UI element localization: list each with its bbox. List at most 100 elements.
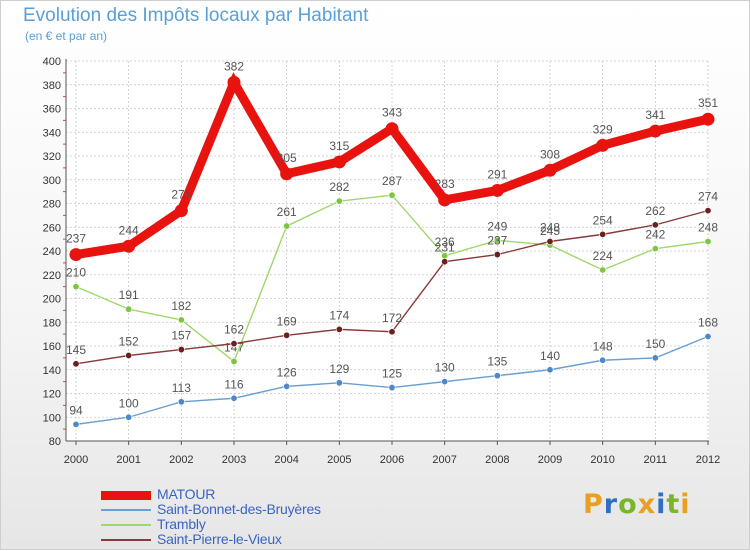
y-tick-label: 380	[43, 80, 61, 92]
data-label: 126	[277, 365, 297, 379]
data-point	[283, 382, 291, 390]
proxiti-logo: Proxiti	[583, 489, 691, 520]
y-tick-label: 160	[43, 341, 61, 353]
data-label: 262	[645, 204, 665, 218]
x-tick-label: 2009	[538, 454, 562, 466]
x-tick-label: 2003	[222, 454, 246, 466]
data-point	[651, 245, 659, 253]
data-point	[493, 251, 501, 259]
y-tick-label: 80	[49, 436, 61, 448]
data-point	[174, 204, 188, 218]
data-point	[704, 207, 712, 215]
data-label: 224	[593, 249, 613, 263]
legend-label: Saint-Pierre-le-Vieux	[157, 531, 282, 547]
data-label: 210	[66, 266, 86, 280]
data-point	[230, 340, 238, 348]
data-point	[125, 413, 133, 421]
y-tick-label: 400	[43, 56, 61, 68]
data-point	[543, 163, 557, 177]
data-point	[651, 221, 659, 229]
y-tick-label: 100	[43, 412, 61, 424]
data-point	[227, 75, 241, 89]
data-label: 145	[66, 343, 86, 357]
data-point	[72, 360, 80, 368]
data-label: 248	[698, 221, 718, 235]
data-label: 182	[171, 299, 191, 313]
data-point	[125, 351, 133, 359]
data-label: 305	[277, 151, 297, 165]
y-tick-label: 200	[43, 294, 61, 306]
legend-swatch	[101, 524, 151, 526]
x-tick-label: 2004	[274, 454, 298, 466]
data-point	[596, 138, 610, 152]
data-point	[490, 183, 504, 197]
y-tick-label: 360	[43, 104, 61, 116]
data-point	[704, 238, 712, 246]
data-point	[704, 332, 712, 340]
data-point	[599, 356, 607, 364]
data-point	[69, 248, 83, 262]
data-point	[283, 331, 291, 339]
x-tick-label: 2006	[380, 454, 404, 466]
data-label: 100	[119, 396, 139, 410]
data-label: 351	[698, 96, 718, 110]
x-tick-label: 2000	[64, 454, 88, 466]
y-tick-label: 140	[43, 365, 61, 377]
data-point	[177, 316, 185, 324]
data-point	[493, 372, 501, 380]
data-label: 157	[171, 329, 191, 343]
x-tick-label: 2001	[116, 454, 140, 466]
data-label: 341	[645, 108, 665, 122]
chart-subtitle: (en € et par an)	[25, 29, 108, 43]
data-point	[335, 325, 343, 333]
x-tick-label: 2011	[644, 454, 668, 466]
data-point	[701, 112, 715, 126]
data-label: 168	[698, 316, 718, 330]
data-point	[546, 366, 554, 374]
y-tick-label: 300	[43, 175, 61, 187]
x-tick-label: 2012	[696, 454, 720, 466]
data-label: 174	[329, 308, 349, 322]
data-point	[122, 239, 136, 253]
series-saint-pierre-le-vieux: 145 152 157 162 169 174 172 231 237 248 254 262 274	[66, 190, 718, 368]
data-label: 382	[224, 59, 244, 73]
data-label: 231	[435, 241, 455, 255]
data-label: 249	[487, 219, 507, 233]
data-label: 282	[329, 180, 349, 194]
data-point	[651, 354, 659, 362]
logo-text: Proxiti	[583, 489, 691, 520]
data-label: 130	[435, 361, 455, 375]
x-tick-label: 2005	[327, 454, 351, 466]
data-label: 254	[593, 213, 613, 227]
data-label: 150	[645, 337, 665, 351]
y-tick-label: 280	[43, 199, 61, 211]
y-tick-label: 180	[43, 317, 61, 329]
data-label: 283	[435, 177, 455, 191]
data-point	[332, 155, 346, 169]
data-label: 261	[277, 205, 297, 219]
y-tick-label: 340	[43, 127, 61, 139]
x-tick-label: 2002	[169, 454, 193, 466]
data-point	[230, 394, 238, 402]
data-point	[438, 193, 452, 207]
data-point	[546, 238, 554, 246]
series-matour: 237 244 274 382 305 315 343 283 291 308 329 341 351	[66, 59, 718, 262]
y-tick-label: 220	[43, 270, 61, 282]
y-tick-label: 260	[43, 222, 61, 234]
data-label: 248	[540, 221, 560, 235]
data-point	[230, 357, 238, 365]
data-label: 148	[593, 339, 613, 353]
data-point	[125, 305, 133, 313]
chart-title: Evolution des Impôts locaux par Habitant	[23, 5, 369, 26]
x-tick-label: 2007	[432, 454, 456, 466]
data-label: 116	[224, 377, 243, 391]
data-label: 287	[382, 174, 402, 188]
data-point	[177, 346, 185, 354]
data-label: 329	[593, 122, 613, 136]
x-tick-label: 2010	[590, 454, 614, 466]
data-label: 343	[382, 106, 402, 120]
y-tick-label: 240	[43, 246, 61, 258]
data-label: 129	[329, 362, 349, 376]
